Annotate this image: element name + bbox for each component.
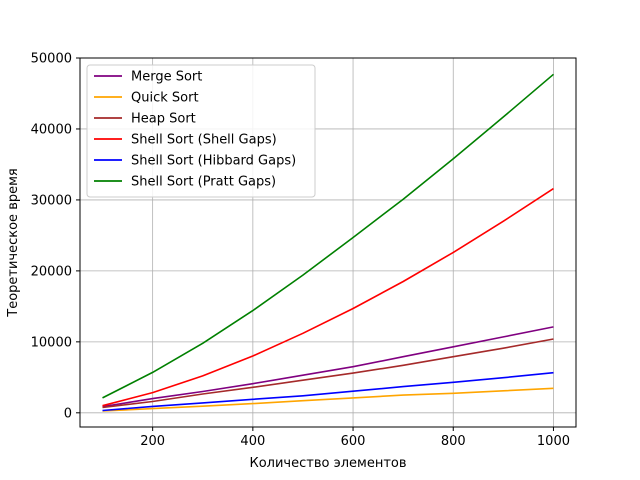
legend-label: Merge Sort bbox=[131, 70, 202, 85]
x-tick-label: 1000 bbox=[537, 434, 570, 449]
x-tick-label: 400 bbox=[240, 434, 265, 449]
x-tick-label: 800 bbox=[441, 434, 466, 449]
legend-label: Shell Sort (Shell Gaps) bbox=[131, 133, 277, 148]
x-axis-ticks: 200 400 600 800 1000 bbox=[140, 427, 570, 449]
legend-label: Shell Sort (Hibbard Gaps) bbox=[131, 154, 296, 169]
x-tick-label: 200 bbox=[140, 434, 165, 449]
y-axis-label: Теоретическое время bbox=[6, 168, 21, 317]
y-tick-label: 0 bbox=[64, 406, 72, 421]
series-line-2 bbox=[102, 338, 554, 409]
y-axis-ticks: 0 10000 20000 30000 40000 50000 bbox=[31, 52, 80, 421]
legend-label: Shell Sort (Pratt Gaps) bbox=[131, 175, 276, 190]
plot-frame bbox=[79, 57, 577, 428]
y-tick-label: 30000 bbox=[31, 193, 72, 208]
legend-label: Quick Sort bbox=[131, 91, 199, 106]
legend: Merge Sort Quick Sort Heap Sort Shell Sort … bbox=[86, 64, 316, 198]
series-lines bbox=[102, 73, 555, 412]
legend-box bbox=[86, 64, 316, 198]
series-line-4 bbox=[102, 371, 554, 412]
y-tick-label: 40000 bbox=[31, 122, 72, 137]
series-line-5 bbox=[102, 73, 555, 399]
y-tick-label: 10000 bbox=[31, 335, 72, 350]
y-tick-label: 20000 bbox=[31, 264, 72, 279]
x-tick-label: 600 bbox=[341, 434, 366, 449]
series-line-0 bbox=[102, 326, 554, 408]
y-tick-label: 50000 bbox=[31, 52, 72, 67]
legend-label: Heap Sort bbox=[131, 112, 196, 127]
series-line-3 bbox=[102, 187, 554, 407]
x-axis-label: Количество элементов bbox=[249, 456, 406, 471]
series-line-1 bbox=[102, 387, 554, 412]
